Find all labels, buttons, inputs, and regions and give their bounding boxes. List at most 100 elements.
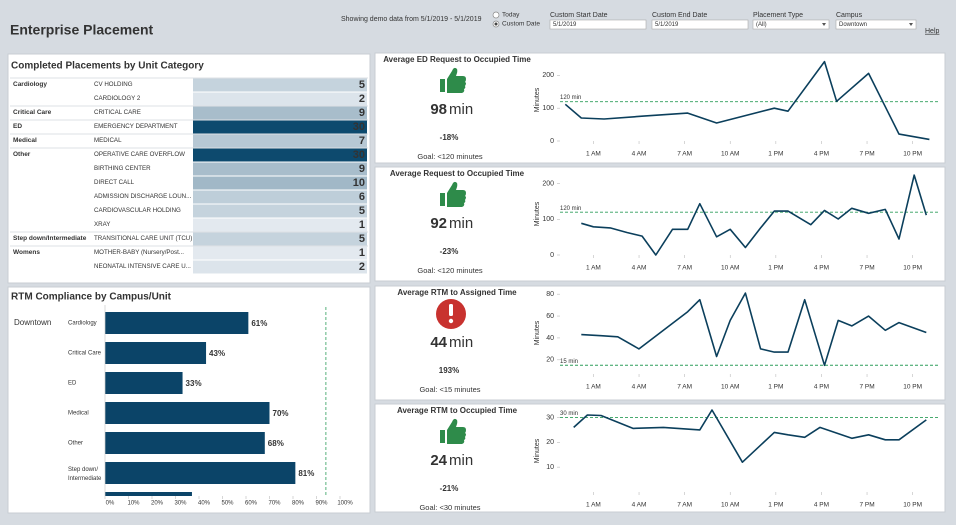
group-label: ED [13, 123, 22, 130]
x-tick-label: 4 AM [632, 502, 647, 509]
filter-value[interactable]: Downtown [839, 22, 867, 28]
y-axis-label: Minutes [534, 438, 541, 463]
section-title: Completed Placements by Unit Category [11, 61, 204, 72]
filter-value[interactable]: (All) [756, 22, 767, 28]
x-tick-label: 10 PM [903, 384, 922, 391]
x-tick-label: 70% [268, 501, 281, 507]
reference-label: 30 min [560, 411, 578, 417]
filter-input[interactable] [651, 19, 749, 30]
bar-value-label: 43% [209, 349, 225, 358]
value-cell [193, 134, 367, 148]
filter-input[interactable] [549, 19, 647, 30]
alert-icon-bar [449, 304, 453, 316]
filter-value[interactable]: 5/1/2019 [655, 22, 679, 28]
filter-input[interactable] [835, 19, 917, 30]
panel [374, 52, 946, 164]
x-tick-label: 10 AM [721, 265, 739, 272]
demo-note: Showing demo data from 5/1/2019 - 5/1/20… [341, 16, 482, 23]
x-tick-label: 10 AM [721, 502, 739, 509]
kpi-change: -23% [440, 247, 459, 256]
group-label: Cardiology [13, 81, 47, 88]
kpi-value: 92 [430, 215, 447, 232]
kpi-title: Average RTM to Assigned Time [397, 288, 517, 297]
x-tick-label: 1 AM [586, 151, 601, 158]
alert-icon-dot [448, 318, 454, 324]
group-label: Womens [13, 249, 40, 256]
radio-label[interactable]: Custom Date [502, 21, 540, 28]
kpi-value: 98 [430, 101, 447, 118]
x-tick-label: 4 AM [632, 265, 647, 272]
filter-label: Custom End Date [652, 12, 707, 19]
value-cell [193, 78, 367, 92]
x-tick-label: 7 AM [677, 502, 692, 509]
value-cell [193, 218, 367, 232]
x-tick-label: 7 AM [677, 384, 692, 391]
value-cell [193, 232, 367, 246]
value-cell [193, 246, 367, 260]
y-tick-label: 20 [546, 439, 554, 446]
value-cell [193, 106, 367, 120]
y-tick-label: 80 [546, 291, 554, 298]
unit-label: NEONATAL INTENSIVE CARE U... [94, 263, 191, 270]
kpi-goal: Goal: <120 minutes [417, 266, 482, 275]
bar-value-label: 33% [186, 379, 202, 388]
panel [374, 285, 946, 401]
x-tick-label: 4 PM [814, 265, 829, 272]
help-link[interactable]: Help [925, 28, 940, 35]
value-label: 5 [359, 233, 365, 245]
category-label: ED [68, 381, 77, 387]
y-axis-label: Minutes [534, 87, 541, 112]
unit-label: CV HOLDING [94, 81, 133, 88]
value-cell [193, 92, 367, 106]
kpi-title: Average RTM to Occupied Time [397, 406, 518, 415]
value-label: 1 [359, 219, 365, 231]
y-tick-label: 200 [542, 72, 554, 79]
kpi-unit: min [449, 101, 473, 118]
line-series [581, 292, 927, 367]
kpi-value: 24 [430, 452, 447, 469]
x-tick-label: 100% [337, 501, 353, 507]
value-label: 30 [353, 121, 365, 133]
x-tick-label: 7 AM [677, 151, 692, 158]
dropdown-arrow [822, 23, 826, 26]
unit-label: TRANSITIONAL CARE UNIT (TCU) [94, 235, 192, 242]
x-tick-label: 40% [198, 501, 211, 507]
value-cell [193, 162, 367, 176]
radio-dot [494, 22, 498, 26]
unit-label: MEDICAL [94, 137, 122, 144]
radio-button[interactable] [492, 11, 500, 19]
unit-label: EMERGENCY DEPARTMENT [94, 123, 178, 130]
x-tick-label: 10 PM [903, 265, 922, 272]
bar [105, 312, 249, 334]
unit-label: ADMISSION DISCHARGE LOUN... [94, 193, 192, 200]
filter-value[interactable]: 5/1/2019 [553, 22, 577, 28]
x-tick-label: 10 AM [721, 384, 739, 391]
category-label: Other [68, 441, 83, 447]
x-tick-label: 50% [221, 501, 234, 507]
panel [374, 403, 946, 513]
x-tick-label: 1 AM [586, 265, 601, 272]
thumbs-up-icon [440, 181, 466, 207]
y-tick-label: 100 [542, 105, 554, 112]
filter-label: Campus [836, 12, 863, 19]
x-tick-label: 7 PM [859, 151, 874, 158]
value-cell [193, 120, 367, 134]
x-tick-label: 1 PM [768, 502, 783, 509]
filter-input[interactable] [752, 19, 830, 30]
x-tick-label: 10% [127, 501, 140, 507]
dropdown-arrow [909, 23, 913, 26]
x-tick-label: 10 PM [903, 502, 922, 509]
x-tick-label: 90% [315, 501, 328, 507]
bar [105, 402, 270, 424]
value-label: 7 [359, 135, 365, 147]
value-label: 30 [353, 149, 365, 161]
value-label: 1 [359, 247, 365, 259]
value-cell [193, 190, 367, 204]
group-label: Medical [13, 137, 37, 144]
x-tick-label: 10 AM [721, 151, 739, 158]
value-label: 2 [359, 261, 365, 273]
radio-label[interactable]: Today [502, 12, 520, 19]
filter-label: Custom Start Date [550, 12, 608, 19]
x-tick-label: 1 PM [768, 265, 783, 272]
